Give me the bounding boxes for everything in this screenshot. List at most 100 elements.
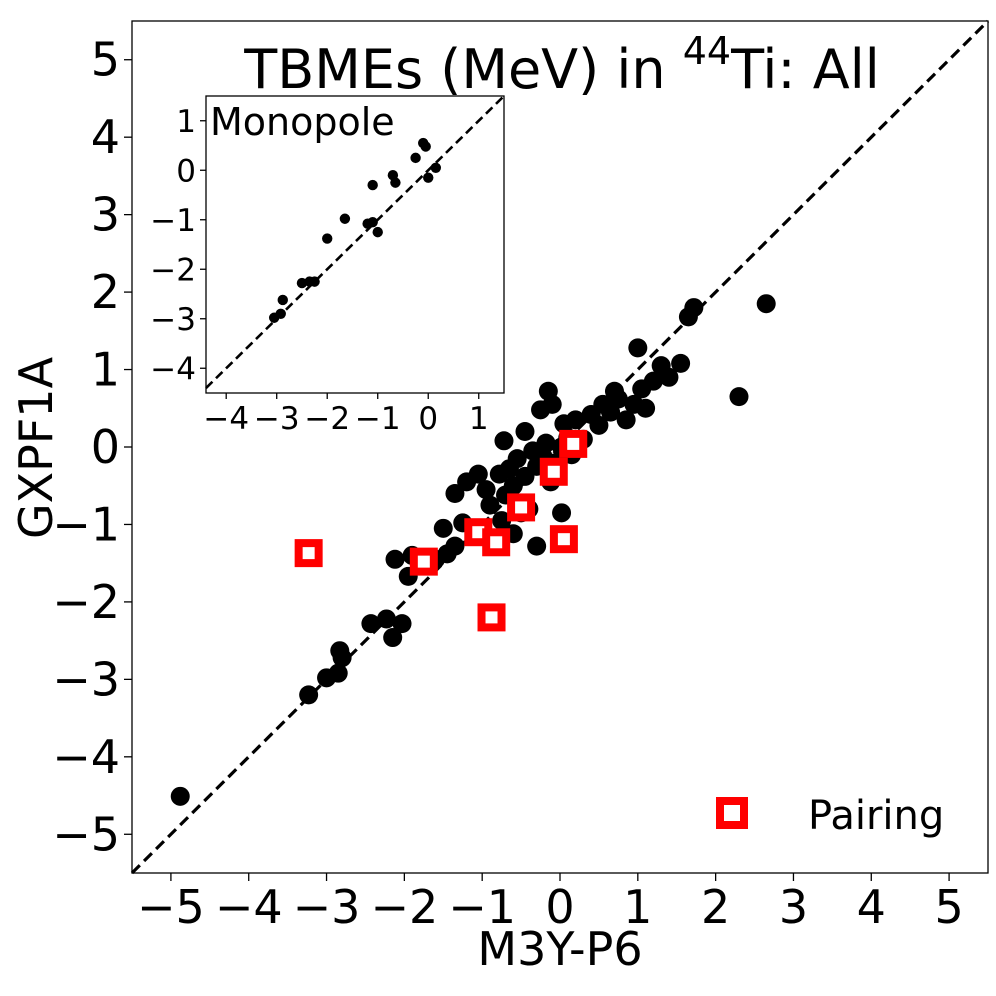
pairing-point bbox=[482, 528, 511, 557]
data-point bbox=[376, 609, 396, 629]
x-tick-label: −2 bbox=[304, 401, 350, 437]
data-point bbox=[372, 226, 383, 238]
data-point bbox=[616, 410, 636, 430]
data-point bbox=[494, 431, 514, 451]
pairing-point bbox=[539, 457, 568, 486]
data-point bbox=[628, 338, 648, 358]
data-point bbox=[367, 217, 378, 228]
data-point bbox=[684, 298, 704, 318]
data-point bbox=[339, 213, 351, 224]
data-point bbox=[756, 294, 776, 314]
y-tick-label: 1 bbox=[91, 343, 120, 397]
x-tick-label: 4 bbox=[857, 880, 886, 934]
y-tick-label: −2 bbox=[52, 575, 120, 629]
x-tick-label: −2 bbox=[370, 880, 438, 934]
data-point bbox=[515, 422, 535, 442]
chart-title: TBMEs (MeV) in 44Ti: All bbox=[243, 29, 880, 101]
data-point bbox=[659, 367, 679, 387]
x-tick-label: −3 bbox=[293, 880, 361, 934]
y-tick-label: −4 bbox=[150, 351, 196, 387]
data-point bbox=[433, 518, 453, 538]
data-point bbox=[729, 387, 749, 407]
y-tick-label: −1 bbox=[52, 497, 120, 551]
pairing-point bbox=[507, 493, 536, 522]
main-x-ticks: −5 −4 −3 −2 −1 0 1 2 3 4 5 bbox=[137, 873, 964, 934]
inset-black-points bbox=[268, 137, 442, 323]
data-point bbox=[499, 459, 519, 479]
data-point bbox=[445, 483, 465, 503]
y-tick-label: −1 bbox=[150, 203, 196, 239]
data-point bbox=[383, 628, 403, 648]
data-point bbox=[445, 536, 465, 556]
pairing-point bbox=[559, 429, 588, 458]
y-tick-label: −3 bbox=[150, 302, 196, 338]
data-point bbox=[332, 648, 352, 668]
data-point bbox=[385, 549, 405, 569]
data-point bbox=[643, 371, 663, 391]
inset-background bbox=[206, 96, 504, 393]
data-point bbox=[636, 398, 656, 418]
x-tick-label: −1 bbox=[448, 880, 516, 934]
data-point bbox=[420, 141, 431, 152]
main-pairing-points bbox=[294, 429, 588, 632]
pairing-point bbox=[477, 603, 506, 632]
legend-pairing-marker bbox=[716, 797, 748, 829]
pairing-point bbox=[294, 539, 323, 568]
inset-monopole-plot: −4 −3 −2 −1 0 1 −4−3−2−101 Monopole bbox=[150, 95, 505, 437]
data-point bbox=[367, 179, 378, 191]
data-point bbox=[480, 495, 500, 515]
pairing-point bbox=[549, 525, 578, 554]
x-tick-label: 2 bbox=[701, 880, 730, 934]
y-axis-label: GXPF1A bbox=[9, 356, 63, 539]
x-tick-label: −3 bbox=[254, 401, 300, 437]
data-point bbox=[410, 152, 421, 164]
x-tick-label: 3 bbox=[779, 880, 808, 934]
data-point bbox=[277, 294, 288, 306]
x-tick-label: 1 bbox=[623, 880, 652, 934]
data-point bbox=[589, 415, 609, 435]
legend: Pairing bbox=[716, 793, 944, 839]
data-point bbox=[309, 276, 320, 287]
legend-pairing-label: Pairing bbox=[808, 793, 944, 839]
y-tick-label: 0 bbox=[176, 153, 196, 189]
data-point bbox=[492, 511, 512, 531]
inset-x-ticks: −4 −3 −2 −1 0 1 bbox=[203, 393, 489, 437]
data-point bbox=[608, 389, 628, 409]
x-tick-label: 1 bbox=[469, 401, 489, 437]
data-point bbox=[566, 410, 586, 430]
y-tick-label: −4 bbox=[52, 730, 120, 784]
data-point bbox=[322, 233, 333, 244]
x-tick-label: −5 bbox=[137, 880, 205, 934]
y-tick-label: −2 bbox=[150, 252, 196, 288]
data-point bbox=[468, 464, 488, 484]
x-tick-label: 0 bbox=[418, 401, 438, 437]
x-tick-label: 5 bbox=[934, 880, 963, 934]
data-point bbox=[299, 685, 319, 705]
data-point bbox=[423, 172, 434, 183]
y-tick-label: −5 bbox=[52, 807, 120, 861]
y-tick-label: −3 bbox=[52, 652, 120, 706]
data-point bbox=[671, 353, 691, 373]
inset-title: Monopole bbox=[210, 100, 395, 144]
x-tick-label: −4 bbox=[203, 401, 249, 437]
data-point bbox=[170, 786, 190, 806]
pairing-point bbox=[409, 547, 438, 576]
data-point bbox=[552, 503, 572, 523]
y-tick-label: 3 bbox=[91, 188, 120, 242]
x-axis-label: M3Y-P6 bbox=[477, 922, 642, 976]
inset-frame bbox=[205, 95, 505, 394]
data-point bbox=[361, 614, 381, 634]
data-point bbox=[542, 394, 562, 414]
x-tick-label: −4 bbox=[215, 880, 283, 934]
data-point bbox=[527, 536, 547, 556]
y-tick-label: 5 bbox=[91, 33, 120, 87]
y-tick-label: 0 bbox=[91, 420, 120, 474]
y-tick-label: 4 bbox=[91, 110, 120, 164]
data-point bbox=[536, 433, 556, 453]
x-tick-label: 0 bbox=[545, 880, 574, 934]
data-point bbox=[328, 663, 348, 683]
data-point bbox=[476, 480, 496, 500]
data-point bbox=[275, 308, 286, 319]
data-point bbox=[430, 162, 442, 173]
